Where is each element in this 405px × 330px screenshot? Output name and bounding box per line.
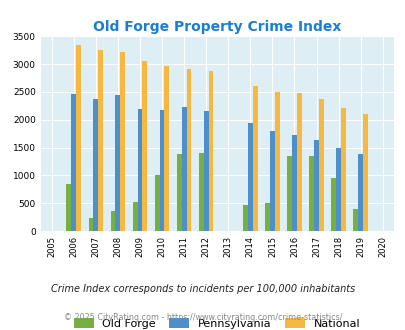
Bar: [203, 111, 208, 231]
Text: © 2025 CityRating.com - https://www.cityrating.com/crime-statistics/: © 2025 CityRating.com - https://www.city…: [64, 313, 341, 322]
Bar: [296, 93, 301, 231]
Bar: [120, 52, 125, 231]
Bar: [309, 156, 313, 231]
Bar: [252, 86, 257, 231]
Bar: [132, 202, 137, 231]
Bar: [198, 152, 203, 231]
Bar: [98, 50, 103, 231]
Legend: Old Forge, Pennsylvania, National: Old Forge, Pennsylvania, National: [73, 318, 360, 329]
Title: Old Forge Property Crime Index: Old Forge Property Crime Index: [93, 20, 341, 34]
Bar: [269, 131, 274, 231]
Bar: [110, 211, 115, 231]
Bar: [352, 209, 357, 231]
Bar: [66, 184, 71, 231]
Bar: [142, 61, 147, 231]
Bar: [137, 109, 142, 231]
Bar: [340, 108, 345, 231]
Bar: [154, 175, 159, 231]
Bar: [115, 95, 120, 231]
Text: Crime Index corresponds to incidents per 100,000 inhabitants: Crime Index corresponds to incidents per…: [51, 284, 354, 294]
Bar: [264, 203, 269, 231]
Bar: [159, 110, 164, 231]
Bar: [313, 140, 318, 231]
Bar: [164, 66, 169, 231]
Bar: [71, 94, 76, 231]
Bar: [208, 71, 213, 231]
Bar: [181, 107, 186, 231]
Bar: [76, 45, 81, 231]
Bar: [186, 69, 191, 231]
Bar: [243, 205, 247, 231]
Bar: [335, 148, 340, 231]
Bar: [88, 218, 93, 231]
Bar: [362, 114, 367, 231]
Bar: [330, 178, 335, 231]
Bar: [274, 92, 279, 231]
Bar: [291, 135, 296, 231]
Bar: [176, 154, 181, 231]
Bar: [286, 156, 291, 231]
Bar: [357, 154, 362, 231]
Bar: [93, 99, 98, 231]
Bar: [247, 123, 252, 231]
Bar: [318, 99, 323, 231]
